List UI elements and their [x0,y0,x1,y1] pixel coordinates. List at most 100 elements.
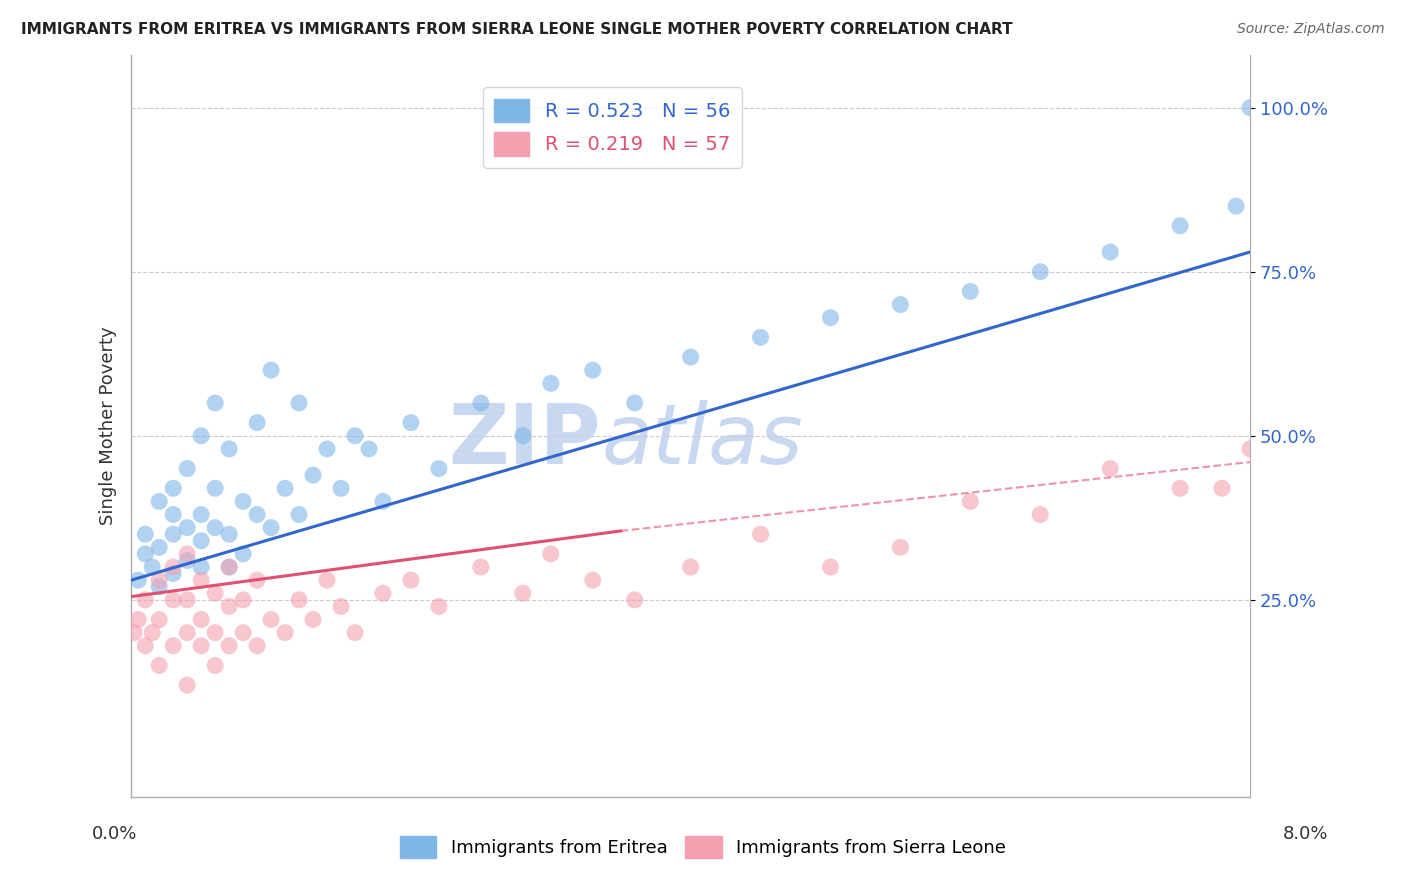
Point [127,573,149,587]
Point [232,494,254,508]
Point [176,521,198,535]
Point [1029,508,1052,522]
Point [218,560,240,574]
Point [141,560,163,574]
Point [1168,219,1191,233]
Point [679,560,702,574]
Point [232,625,254,640]
Point [162,560,184,574]
Point [190,573,212,587]
Point [204,625,226,640]
Point [176,461,198,475]
Point [582,363,605,377]
Point [1309,429,1331,443]
Point [330,481,353,495]
Point [134,547,156,561]
Point [162,527,184,541]
Point [204,586,226,600]
Point [218,599,240,614]
Text: 8.0%: 8.0% [1284,825,1329,843]
Legend: R = 0.523   N = 56, R = 0.219   N = 57: R = 0.523 N = 56, R = 0.219 N = 57 [482,87,742,168]
Point [302,613,325,627]
Point [246,416,269,430]
Y-axis label: Single Mother Poverty: Single Mother Poverty [100,326,117,525]
Point [889,297,911,311]
Point [141,625,163,640]
Point [148,580,170,594]
Point [399,573,422,587]
Point [204,396,226,410]
Text: Source: ZipAtlas.com: Source: ZipAtlas.com [1237,22,1385,37]
Point [623,592,645,607]
Point [1099,461,1122,475]
Point [749,330,772,344]
Point [176,553,198,567]
Point [162,639,184,653]
Point [1379,376,1402,391]
Point [148,613,170,627]
Point [260,363,283,377]
Point [162,508,184,522]
Point [371,586,394,600]
Point [176,678,198,692]
Point [148,573,170,587]
Point [1239,442,1261,456]
Point [820,310,842,325]
Point [343,625,366,640]
Text: 0.0%: 0.0% [91,825,136,843]
Point [288,508,311,522]
Point [260,613,283,627]
Legend: Immigrants from Eritrea, Immigrants from Sierra Leone: Immigrants from Eritrea, Immigrants from… [392,829,1014,865]
Point [260,521,283,535]
Point [427,461,450,475]
Point [623,396,645,410]
Point [1029,265,1052,279]
Point [218,639,240,653]
Point [134,527,156,541]
Point [889,541,911,555]
Point [343,429,366,443]
Point [204,658,226,673]
Point [1099,245,1122,260]
Point [427,599,450,614]
Point [316,573,339,587]
Point [540,376,562,391]
Point [1351,416,1374,430]
Point [749,527,772,541]
Point [246,573,269,587]
Point [470,560,492,574]
Point [190,560,212,574]
Point [204,521,226,535]
Point [679,350,702,364]
Point [959,285,981,299]
Point [470,396,492,410]
Point [330,599,353,614]
Point [1168,481,1191,495]
Point [218,560,240,574]
Point [582,573,605,587]
Point [218,527,240,541]
Point [288,396,311,410]
Point [176,592,198,607]
Point [162,566,184,581]
Point [1211,481,1233,495]
Point [1239,101,1261,115]
Text: IMMIGRANTS FROM ERITREA VS IMMIGRANTS FROM SIERRA LEONE SINGLE MOTHER POVERTY CO: IMMIGRANTS FROM ERITREA VS IMMIGRANTS FR… [21,22,1012,37]
Point [959,494,981,508]
Point [512,586,534,600]
Point [274,481,297,495]
Point [246,508,269,522]
Point [357,442,380,456]
Point [190,613,212,627]
Point [176,625,198,640]
Point [399,416,422,430]
Point [148,658,170,673]
Point [540,547,562,561]
Point [218,442,240,456]
Point [148,541,170,555]
Text: atlas: atlas [602,401,803,482]
Point [246,639,269,653]
Point [162,592,184,607]
Point [512,429,534,443]
Point [190,639,212,653]
